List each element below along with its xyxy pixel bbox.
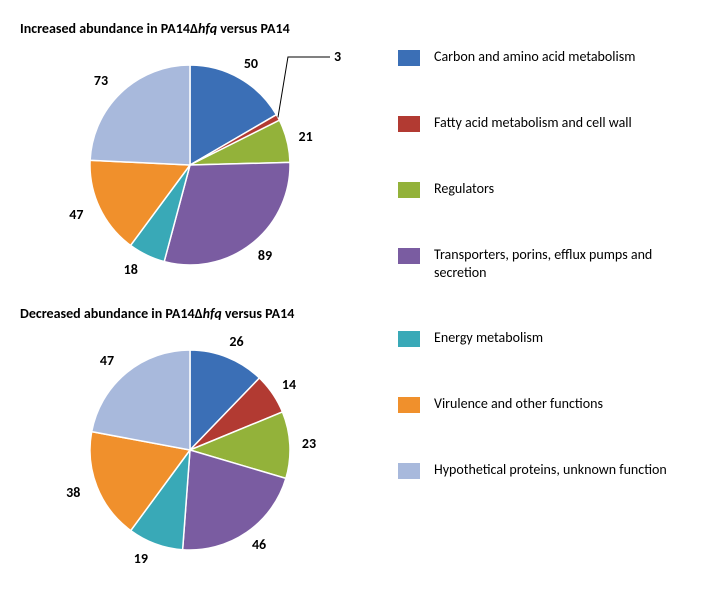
slice-label-carbon: 50 xyxy=(244,55,258,72)
legend-swatch xyxy=(398,248,420,264)
slice-label-hypo: 47 xyxy=(100,352,114,369)
legend-label: Energy metabolism xyxy=(434,329,543,347)
legend-item-carbon: Carbon and amino acid metabolism xyxy=(398,48,694,66)
slice-label-energy: 19 xyxy=(134,550,148,567)
legend-label: Carbon and amino acid metabolism xyxy=(434,48,635,66)
slice-label-virul: 47 xyxy=(69,206,83,223)
legend-item-fatty: Fatty acid metabolism and cell wall xyxy=(398,114,694,132)
slice-label-reg: 21 xyxy=(299,128,313,145)
chart-title: Increased abundance in PA14Δhfq versus P… xyxy=(20,20,390,37)
legend-swatch xyxy=(398,116,420,132)
slice-label-trans: 46 xyxy=(252,536,266,553)
legend-item-energy: Energy metabolism xyxy=(398,329,694,347)
legend-swatch xyxy=(398,331,420,347)
legend-label: Transporters, porins, efflux pumps and s… xyxy=(434,246,694,281)
chart-block: Increased abundance in PA14Δhfq versus P… xyxy=(20,20,390,285)
legend-label: Hypothetical proteins, unknown function xyxy=(434,461,667,479)
legend-item-reg: Regulators xyxy=(398,180,694,198)
slice-label-trans: 89 xyxy=(258,247,272,264)
slice-label-virul: 38 xyxy=(66,484,80,501)
legend-item-virul: Virulence and other functions xyxy=(398,395,694,413)
slice-label-reg: 23 xyxy=(302,435,316,452)
pie-chart: 50 3 21 89 18 47 73 xyxy=(20,45,370,285)
legend-item-trans: Transporters, porins, efflux pumps and s… xyxy=(398,246,694,281)
legend-label: Regulators xyxy=(434,180,494,198)
slice-label-fatty: 14 xyxy=(282,376,296,393)
legend-swatch xyxy=(398,50,420,66)
slice-label-hypo: 73 xyxy=(94,72,108,89)
slice-label-carbon: 26 xyxy=(229,333,243,350)
legend-swatch xyxy=(398,463,420,479)
slice-label-energy: 18 xyxy=(124,261,138,278)
chart-block: Decreased abundance in PA14Δhfq versus P… xyxy=(20,305,390,570)
legend-item-hypo: Hypothetical proteins, unknown function xyxy=(398,461,694,479)
chart-title: Decreased abundance in PA14Δhfq versus P… xyxy=(20,305,390,322)
legend-swatch xyxy=(398,397,420,413)
pie-chart: 26 14 23 46 19 38 47 xyxy=(20,330,370,570)
legend-label: Fatty acid metabolism and cell wall xyxy=(434,114,632,132)
legend-label: Virulence and other functions xyxy=(434,395,603,413)
legend-swatch xyxy=(398,182,420,198)
slice-label-fatty: 3 xyxy=(334,48,341,65)
